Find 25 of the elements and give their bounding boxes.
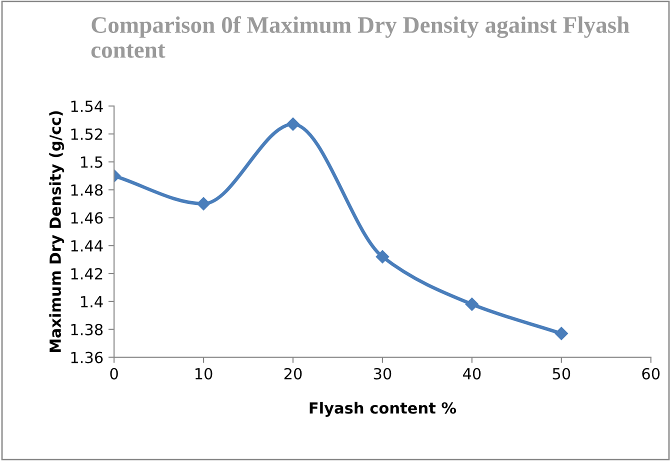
- chart-title: Comparison 0f Maximum Dry Density against Flyash content: [91, 16, 630, 58]
- point: [554, 326, 568, 340]
- x-tick-label: 30: [374, 368, 392, 380]
- x-tick-label: 10: [195, 368, 212, 380]
- y-tick-label: 1.48: [71, 184, 103, 196]
- x-tick-label: 40: [462, 368, 481, 380]
- y-tick-label: 1.42: [71, 268, 102, 280]
- y-tick-label: 1.38: [71, 324, 103, 336]
- x-tick-label: 0: [110, 368, 118, 380]
- y-tick-label: 1.54: [71, 100, 103, 112]
- y-tick-label: 1.4: [81, 296, 103, 308]
- x-tick-label: 60: [642, 368, 660, 380]
- y-tick-label: 1.36: [71, 352, 103, 364]
- y-tick-label: 1.44: [71, 240, 103, 252]
- point: [376, 250, 390, 264]
- x-tick-label: 50: [552, 368, 570, 380]
- point: [465, 298, 479, 311]
- y-axis-title: Maximum Dry Density (g/cc): [49, 111, 64, 352]
- y-tick-label: 1.46: [71, 212, 103, 224]
- point: [196, 197, 210, 210]
- x-tick-label: 20: [284, 368, 302, 380]
- x-axis-title: Flyash content %: [310, 402, 456, 417]
- y-tick-label: 1.52: [71, 128, 102, 140]
- point: [286, 118, 300, 131]
- y-tick-label: 1.5: [81, 156, 102, 168]
